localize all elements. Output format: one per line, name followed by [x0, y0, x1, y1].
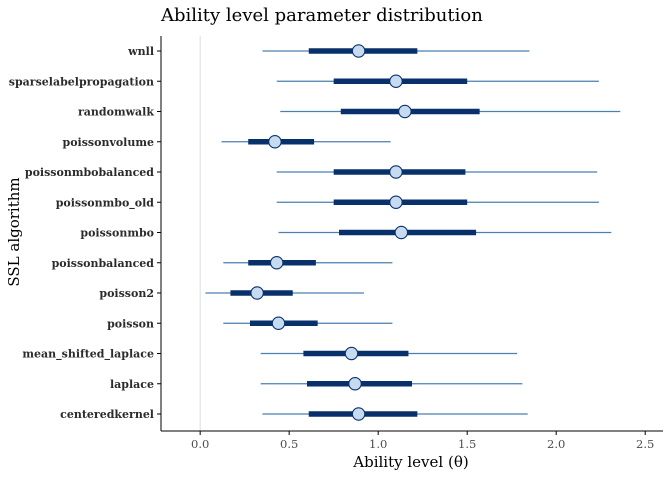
y-tick-label: poissonmbo_old: [56, 196, 155, 210]
interval-row: [262, 407, 528, 421]
median-point: [344, 346, 359, 361]
interval-row: [280, 104, 621, 119]
y-tick-label: poisson: [107, 317, 154, 330]
y-tick-label: sparselabelpropagation: [9, 75, 154, 88]
x-axis-ticks: 0.0 0.5 1.0 1.5 2.0 2.5: [191, 431, 654, 451]
x-axis-title: Ability level (θ): [352, 453, 468, 471]
y-tick-label: poissonmbo: [80, 227, 154, 240]
interval-row: [262, 44, 530, 58]
median-point: [351, 407, 366, 421]
interval-row: [205, 286, 364, 300]
y-tick-label: randomwalk: [78, 106, 154, 119]
interval-row: [278, 225, 612, 240]
x-tick-label: 1.5: [458, 437, 476, 451]
interval-row: [260, 346, 518, 361]
y-tick-label: poissonvolume: [63, 136, 154, 149]
median-point: [389, 165, 403, 179]
interval-row: [276, 74, 599, 89]
interval-row: [221, 135, 391, 149]
median-point: [269, 255, 284, 270]
interval-row: [260, 376, 523, 391]
median-point: [250, 286, 264, 300]
median-point: [398, 104, 412, 119]
intervals-layer: [205, 44, 621, 421]
median-point: [389, 195, 403, 210]
y-tick-label: poissonbalanced: [52, 257, 155, 270]
chart-title: Ability level parameter distribution: [160, 5, 483, 26]
median-point: [268, 135, 282, 149]
x-tick-label: 1.0: [369, 437, 387, 451]
interval-row: [223, 255, 393, 270]
y-tick-label: wnll: [127, 45, 154, 58]
interval-row: [223, 316, 393, 330]
y-tick-label: poissonmbobalanced: [25, 166, 154, 179]
interval-row: [276, 165, 598, 179]
y-tick-label: laplace: [110, 378, 154, 391]
y-tick-label: poisson2: [99, 287, 154, 300]
x-tick-label: 0.0: [191, 437, 209, 451]
interval-row: [276, 195, 599, 210]
median-point: [351, 44, 366, 58]
x-tick-label: 2.0: [547, 437, 565, 451]
median-point: [389, 74, 403, 89]
y-axis-title: SSL algorithm: [5, 177, 23, 286]
y-tick-labels: wnll sparselabelpropagation randomwalk pois…: [9, 45, 161, 421]
x-tick-label: 2.5: [636, 437, 654, 451]
x-tick-label: 0.5: [280, 437, 298, 451]
y-tick-label: centeredkernel: [60, 408, 154, 421]
median-point: [271, 316, 286, 330]
median-point: [348, 376, 362, 391]
y-tick-label: mean_shifted_laplace: [22, 348, 154, 362]
median-point: [394, 225, 409, 240]
